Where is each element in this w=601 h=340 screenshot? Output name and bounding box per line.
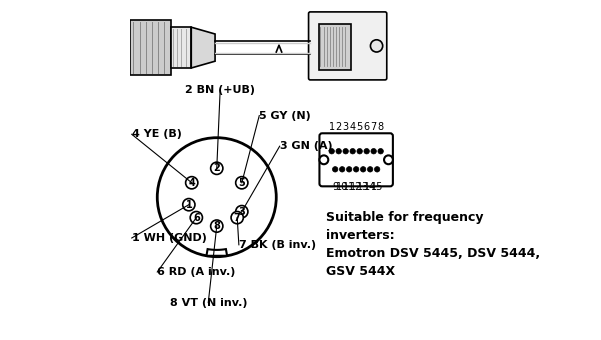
Circle shape <box>336 149 341 154</box>
Circle shape <box>371 149 376 154</box>
Circle shape <box>346 167 352 172</box>
Text: 6: 6 <box>364 122 370 132</box>
Circle shape <box>357 149 362 154</box>
FancyBboxPatch shape <box>308 12 387 80</box>
Text: 1 WH (GND): 1 WH (GND) <box>132 233 207 243</box>
Polygon shape <box>130 20 171 75</box>
Circle shape <box>186 177 198 189</box>
Text: 9: 9 <box>332 182 338 192</box>
Circle shape <box>210 162 223 174</box>
Text: 11: 11 <box>343 182 355 192</box>
Text: 6 RD (A inv.): 6 RD (A inv.) <box>157 267 236 277</box>
Circle shape <box>384 155 393 164</box>
Polygon shape <box>191 27 215 68</box>
Text: 7 BK (B inv.): 7 BK (B inv.) <box>239 240 316 250</box>
FancyBboxPatch shape <box>320 133 393 186</box>
Text: 6: 6 <box>193 212 200 223</box>
Circle shape <box>364 149 370 154</box>
Circle shape <box>378 149 383 154</box>
Text: 4: 4 <box>350 122 356 132</box>
Circle shape <box>210 220 223 232</box>
Text: 7: 7 <box>371 122 377 132</box>
Text: 10: 10 <box>336 182 349 192</box>
Text: 3: 3 <box>343 122 349 132</box>
Circle shape <box>353 167 359 172</box>
Text: 8 VT (N inv.): 8 VT (N inv.) <box>169 298 247 308</box>
Text: 3: 3 <box>239 207 245 217</box>
Polygon shape <box>319 24 351 70</box>
Text: 5: 5 <box>239 178 245 188</box>
Circle shape <box>350 149 355 154</box>
Circle shape <box>332 167 338 172</box>
Text: 8: 8 <box>213 221 220 231</box>
Text: 5 GY (N): 5 GY (N) <box>259 111 311 121</box>
Text: 4 YE (B): 4 YE (B) <box>132 130 182 139</box>
Circle shape <box>320 155 328 164</box>
Circle shape <box>236 205 248 218</box>
Circle shape <box>183 199 195 211</box>
Text: 15: 15 <box>371 182 383 192</box>
Text: 8: 8 <box>377 122 383 132</box>
Text: 5: 5 <box>356 122 363 132</box>
Circle shape <box>367 167 373 172</box>
Text: Suitable for frequency
inverters:
Emotron DSV 5445, DSV 5444,
GSV 544X: Suitable for frequency inverters: Emotro… <box>326 211 540 278</box>
Text: 2: 2 <box>335 122 342 132</box>
Polygon shape <box>206 249 227 256</box>
Text: 7: 7 <box>234 212 240 223</box>
Text: 2 BN (+UB): 2 BN (+UB) <box>185 85 255 95</box>
Polygon shape <box>171 27 191 68</box>
Circle shape <box>340 167 345 172</box>
Circle shape <box>190 211 203 224</box>
Text: 13: 13 <box>357 182 369 192</box>
Text: 3 GN (A): 3 GN (A) <box>279 141 332 151</box>
Text: 1: 1 <box>329 122 335 132</box>
Circle shape <box>361 167 366 172</box>
Circle shape <box>231 211 243 224</box>
Text: 2: 2 <box>213 163 220 173</box>
Text: 1: 1 <box>186 200 192 210</box>
Circle shape <box>370 40 383 52</box>
Circle shape <box>329 149 334 154</box>
Circle shape <box>236 177 248 189</box>
Text: 12: 12 <box>350 182 362 192</box>
Text: 4: 4 <box>188 178 195 188</box>
Circle shape <box>343 149 349 154</box>
Text: 14: 14 <box>364 182 376 192</box>
Circle shape <box>374 167 380 172</box>
